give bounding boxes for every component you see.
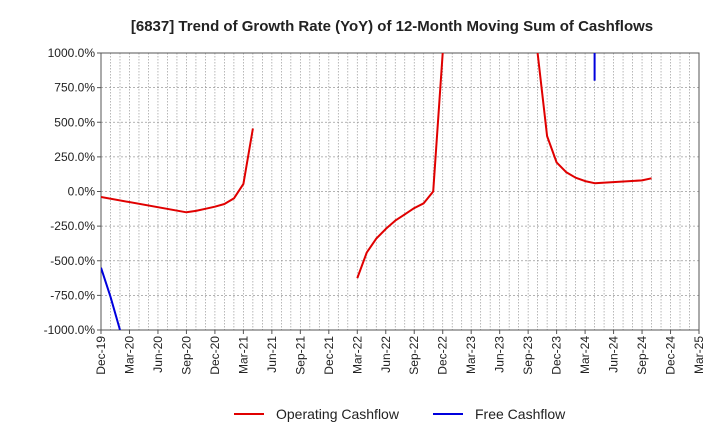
x-tick-label: Mar-24 <box>578 336 592 374</box>
y-tick-label: -750.0% <box>50 288 95 302</box>
x-tick-label: Dec-23 <box>550 336 564 375</box>
x-tick-label: Sep-20 <box>179 336 193 375</box>
y-tick-label: -1000.0% <box>44 323 96 337</box>
y-tick-label: 0.0% <box>68 185 96 199</box>
x-tick-label: Mar-23 <box>464 336 478 374</box>
y-tick-label: 750.0% <box>54 81 95 95</box>
series-line-free-cashflow <box>101 267 121 330</box>
chart-title: [6837] Trend of Growth Rate (YoY) of 12-… <box>131 18 653 35</box>
x-tick-label: Dec-19 <box>94 336 108 375</box>
x-tick-label: Jun-22 <box>379 336 393 373</box>
series-line-operating-cashflow <box>101 128 254 214</box>
y-tick-label: 500.0% <box>54 115 95 129</box>
x-tick-label: Dec-24 <box>664 336 678 375</box>
x-axis-ticks: Dec-19 Mar-20 Jun-20 Sep-20 Dec-20 Mar-21 Jun-… <box>94 330 706 375</box>
legend-item: Free Cashflow <box>433 406 566 422</box>
x-tick-label: Mar-25 <box>692 336 706 374</box>
x-tick-label: Sep-23 <box>521 336 535 375</box>
y-tick-label: 250.0% <box>54 150 95 164</box>
x-tick-label: Mar-21 <box>236 336 250 374</box>
x-tick-label: Jun-21 <box>265 336 279 373</box>
y-tick-label: -500.0% <box>50 254 95 268</box>
x-tick-label: Jun-23 <box>493 336 507 373</box>
legend: Operating Cashflow Free Cashflow <box>234 406 566 422</box>
legend-label: Operating Cashflow <box>276 406 400 422</box>
x-tick-label: Mar-22 <box>350 336 364 374</box>
x-tick-label: Sep-21 <box>293 336 307 375</box>
y-tick-label: -250.0% <box>50 219 95 233</box>
series-layer <box>101 53 652 330</box>
y-axis-ticks: 1000.0% 750.0% 500.0% 250.0% 0.0% -250.0% -500… <box>44 46 101 337</box>
x-tick-label: Sep-24 <box>635 336 649 375</box>
series-line-operating-cashflow <box>536 53 652 185</box>
x-tick-label: Sep-22 <box>407 336 421 375</box>
legend-item: Operating Cashflow <box>234 406 400 422</box>
x-tick-label: Mar-20 <box>122 336 136 374</box>
grid <box>101 53 699 330</box>
x-tick-label: Jun-24 <box>607 336 621 373</box>
legend-label: Free Cashflow <box>475 406 566 422</box>
series-line-operating-cashflow <box>356 53 444 279</box>
x-tick-label: Dec-20 <box>208 336 222 375</box>
x-tick-label: Dec-21 <box>322 336 336 375</box>
x-tick-label: Jun-20 <box>151 336 165 373</box>
x-tick-label: Dec-22 <box>436 336 450 375</box>
y-tick-label: 1000.0% <box>48 46 96 60</box>
